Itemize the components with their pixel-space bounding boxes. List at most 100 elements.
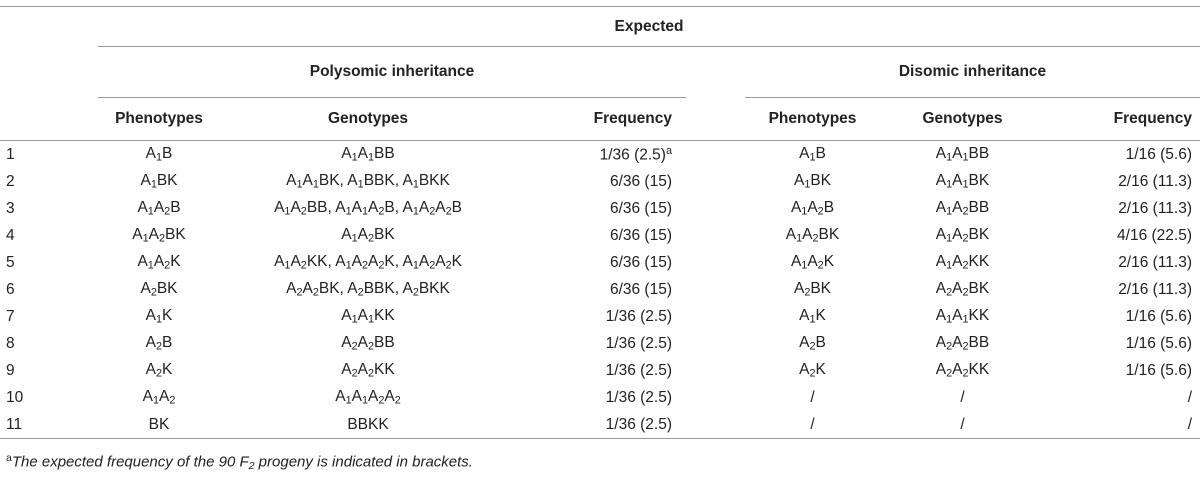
table-row: 4 A1A2BK A1A2BK 6/36 (15) A1A2BK A1A2BK 4/16 (… — [0, 222, 1200, 249]
poly-frequency-value: 1/36 (2.5) — [605, 361, 672, 379]
footnote-text-after: progeny is indicated in brackets. — [254, 453, 473, 471]
poly-phenotype-cell: A2BK — [140, 280, 178, 299]
di-phenotype-cell: A1K — [799, 307, 826, 326]
poly-frequency-cell: 6/36 (15) — [516, 222, 686, 249]
polysomic-header: Polysomic inheritance — [98, 46, 686, 98]
footnote-text-before: The expected frequency of the 90 F — [11, 453, 249, 471]
expected-header: Expected — [98, 6, 1200, 47]
table-row: 10 A1A2 A1A1A2A2 1/36 (2.5) / / / — [0, 384, 1200, 411]
di-genotype-cell: / — [960, 388, 965, 406]
di-genotype-cell: A1A1BK — [935, 172, 990, 191]
table-row: 3 A1A2B A1A2BB, A1A1A2B, A1A2A2B 6/36 (15) A… — [0, 195, 1200, 222]
di-genotype-cell: A1A2BB — [935, 199, 990, 218]
spacer-cell — [686, 249, 745, 276]
poly-phenotype-cell: A1K — [145, 307, 173, 326]
poly-genotypes-header: Genotypes — [220, 97, 516, 141]
poly-genotype-cell: A2A2BK, A2BBK, A2BKK — [286, 280, 450, 299]
poly-frequency-cell: 6/36 (15) — [516, 276, 686, 303]
poly-frequency-value: 6/36 (15) — [609, 199, 672, 217]
poly-genotype-cell: A1A2BB, A1A1A2B, A1A2A2B — [274, 199, 462, 218]
di-genotype-cell: / — [880, 411, 1045, 439]
poly-frequency-cell: 1/36 (2.5) — [516, 303, 686, 330]
row-number: 11 — [0, 411, 98, 439]
di-genotype-cell: A1A2KK — [935, 253, 990, 272]
di-frequency-cell: 1/16 (5.6) — [1125, 145, 1193, 163]
poly-frequency-cell: 6/36 (15) — [516, 249, 686, 276]
di-genotype-cell: A1A1KK — [935, 307, 990, 326]
poly-frequency-cell: 1/36 (2.5) — [516, 411, 686, 439]
table-row: 5 A1A2K A1A2KK, A1A2A2K, A1A2A2K 6/36 (15) A… — [0, 249, 1200, 276]
poly-frequency-value: 1/36 (2.5) — [605, 388, 672, 406]
poly-phenotypes-header: Phenotypes — [98, 97, 220, 141]
row-number: 3 — [6, 199, 15, 217]
poly-frequency-value: 1/36 (2.5) — [605, 415, 672, 433]
poly-phenotype-cell: A1A2BK — [132, 226, 186, 245]
row-number: 9 — [6, 361, 15, 379]
spacer-cell — [686, 384, 745, 411]
poly-frequency-cell: 1/36 (2.5) — [516, 357, 686, 384]
di-frequency-header: Frequency — [1045, 97, 1200, 141]
di-frequency-cell: 1/16 (5.6) — [1125, 361, 1193, 379]
spacer-cell — [686, 222, 745, 249]
poly-frequency-value: 1/36 (2.5) — [605, 307, 672, 325]
di-genotype-cell: A2A2BK — [935, 280, 990, 299]
poly-genotype-cell: A1A2KK, A1A2A2K, A1A2A2K — [274, 253, 462, 272]
di-phenotype-cell: A2B — [799, 334, 826, 353]
di-phenotype-cell: A1BK — [793, 172, 832, 191]
spacer-cell — [686, 303, 745, 330]
poly-phenotype-cell: A2B — [145, 334, 173, 353]
table-footnote: aThe expected frequency of the 90 F2 pro… — [6, 452, 473, 472]
di-frequency-cell: 2/16 (11.3) — [1118, 253, 1193, 271]
di-phenotype-cell: A2BK — [793, 280, 832, 299]
di-frequency-cell: 1/16 (5.6) — [1125, 307, 1193, 325]
table-row: 2 A1BK A1A1BK, A1BBK, A1BKK 6/36 (15) A1BK A1… — [0, 168, 1200, 195]
poly-phenotype-cell: A2K — [145, 361, 173, 380]
table-row: 7 A1K A1A1KK 1/36 (2.5) A1K A1A1KK 1/16 (5.6) — [0, 303, 1200, 330]
row-number: 2 — [6, 172, 15, 190]
poly-phenotype-cell: A1A2B — [137, 199, 181, 218]
poly-genotype-cell: A2A2KK — [341, 361, 395, 380]
poly-frequency-value: 1/36 (2.5) — [605, 334, 672, 352]
row-number: 4 — [6, 226, 15, 244]
inheritance-table: Expected Polysomic inheritance Disomic i… — [0, 6, 1200, 439]
di-genotype-cell: A1A1BB — [935, 145, 990, 164]
poly-genotype-cell: A1A2BK — [341, 226, 395, 245]
poly-frequency-value: 6/36 (15) — [609, 253, 672, 271]
di-phenotype-cell: / — [810, 388, 815, 406]
row-number: 10 — [6, 388, 24, 406]
row-number: 1 — [6, 145, 15, 163]
poly-frequency-cell: 1/36 (2.5)a — [516, 141, 686, 169]
poly-frequency-cell: 6/36 (15) — [516, 168, 686, 195]
footnote-sub: 2 — [248, 459, 255, 472]
di-frequency-cell: 1/16 (5.6) — [1125, 334, 1193, 352]
poly-genotype-cell: A1A1BK, A1BBK, A1BKK — [286, 172, 450, 191]
row-number: 7 — [6, 307, 15, 325]
spacer-cell — [686, 276, 745, 303]
di-phenotype-cell: A1B — [799, 145, 826, 164]
spacer-cell — [686, 357, 745, 384]
spacer-cell — [686, 141, 745, 169]
poly-frequency-value: 1/36 (2.5) — [599, 146, 666, 164]
di-phenotypes-header: Phenotypes — [745, 97, 880, 141]
row-number: 8 — [6, 334, 15, 352]
disomic-header: Disomic inheritance — [745, 46, 1200, 98]
poly-genotype-cell: A1A1KK — [341, 307, 395, 326]
di-genotype-cell: A1A2BK — [935, 226, 990, 245]
poly-frequency-value: 6/36 (15) — [609, 226, 672, 244]
poly-frequency-header: Frequency — [516, 97, 686, 141]
table-row: 9 A2K A2A2KK 1/36 (2.5) A2K A2A2KK 1/16 (5.6) — [0, 357, 1200, 384]
table-row: 8 A2B A2A2BB 1/36 (2.5) A2B A2A2BB 1/16 (5.6) — [0, 330, 1200, 357]
poly-genotype-cell: A1A1BB — [341, 145, 395, 164]
poly-frequency-cell: 1/36 (2.5) — [516, 384, 686, 411]
footnote-ref: a — [665, 144, 672, 157]
row-number: 6 — [6, 280, 15, 298]
poly-phenotype-cell: A1A2K — [137, 253, 181, 272]
di-frequency-cell: 2/16 (11.3) — [1118, 172, 1193, 190]
di-genotype-cell: A2A2BB — [935, 334, 990, 353]
poly-phenotype-cell: A1A2 — [142, 388, 176, 407]
poly-phenotype-cell: A1B — [145, 145, 173, 164]
row-number: 5 — [6, 253, 15, 271]
di-frequency-cell: 2/16 (11.3) — [1118, 199, 1193, 217]
di-frequency-cell: / — [1187, 388, 1193, 406]
footnote-marker: a — [6, 452, 12, 464]
